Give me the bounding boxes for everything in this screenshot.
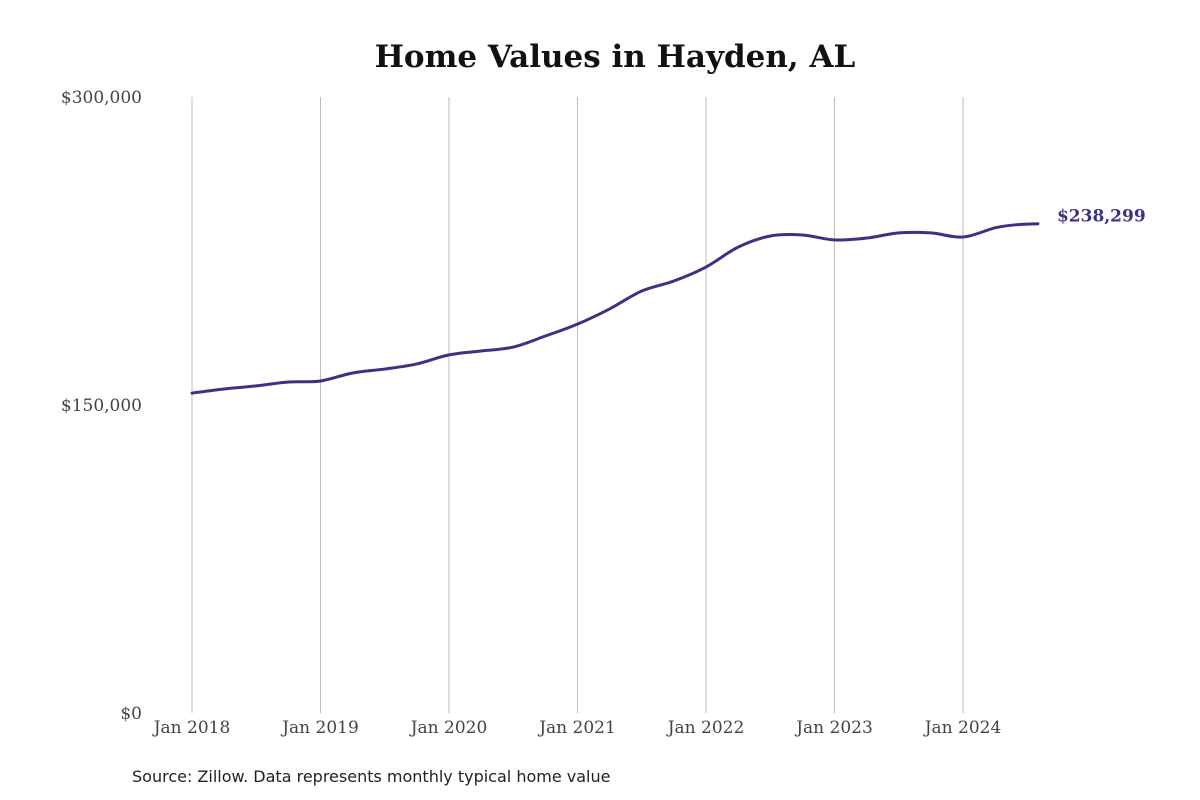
x-tick-label: Jan 2022: [666, 718, 745, 738]
x-tick-label: Jan 2023: [794, 718, 873, 738]
y-tick-label: $300,000: [61, 88, 142, 108]
source-note: Source: Zillow. Data represents monthly …: [132, 767, 610, 786]
y-tick-label: $0: [120, 704, 142, 724]
x-tick-label: Jan 2020: [409, 718, 488, 738]
x-tick-label: Jan 2018: [152, 718, 231, 738]
chart-title: Home Values in Hayden, AL: [375, 39, 856, 75]
x-tick-label: Jan 2024: [923, 718, 1002, 738]
series-line: [190, 222, 1040, 395]
end-value-label: $238,299: [1057, 207, 1146, 227]
x-tick-label: Jan 2021: [537, 718, 616, 738]
x-tick-label: Jan 2019: [280, 718, 359, 738]
y-tick-label: $150,000: [61, 396, 142, 416]
